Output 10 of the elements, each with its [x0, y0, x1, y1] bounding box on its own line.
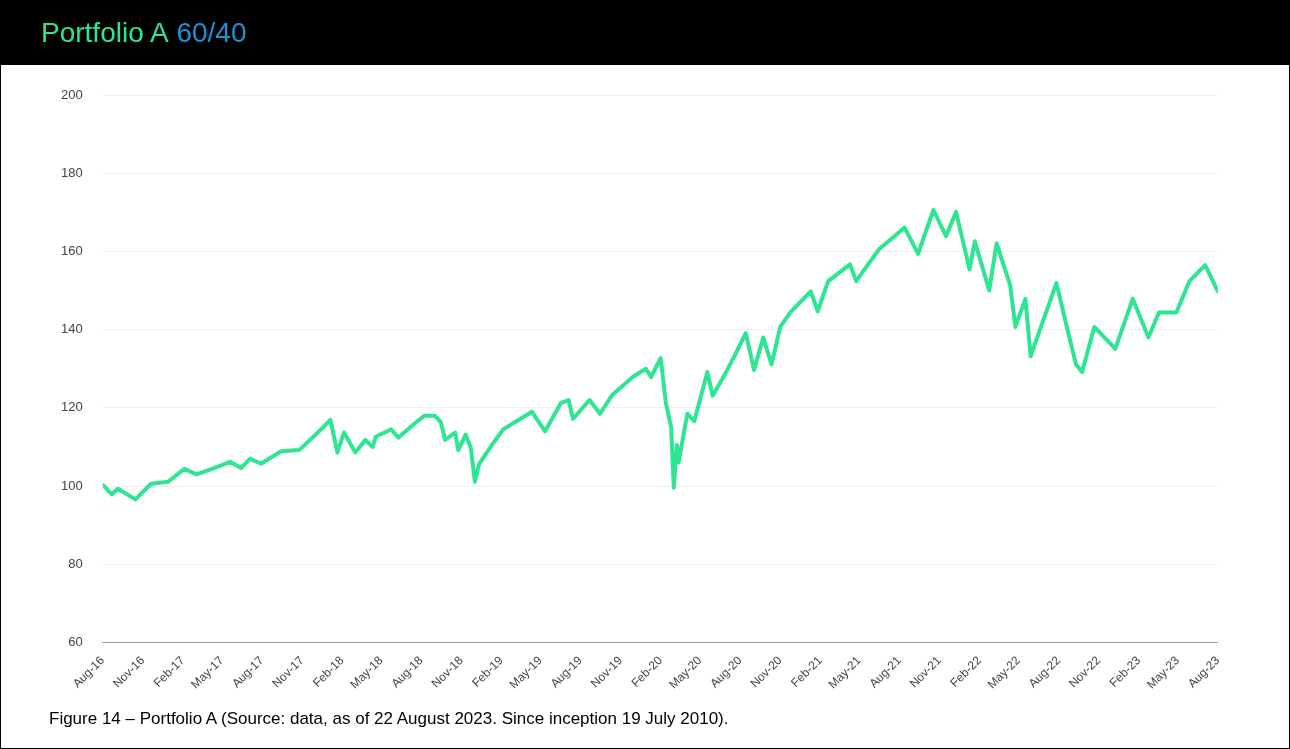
y-tick-label: 120: [60, 399, 83, 415]
y-tick-label: 60: [68, 634, 83, 650]
y-tick-label: 100: [60, 477, 83, 493]
y-tick-label: 80: [68, 555, 83, 571]
y-tick-label: 180: [60, 164, 83, 180]
caption: Figure 14 – Portfolio A (Source: data, as of 22 August 2023. Since inception 19 July 2010).: [49, 709, 729, 729]
y-tick-label: 160: [60, 243, 83, 259]
y-tick-label: 140: [60, 321, 83, 337]
chart-title: Portfolio A 60/40: [41, 17, 247, 49]
y-tick-label: 200: [60, 86, 83, 102]
